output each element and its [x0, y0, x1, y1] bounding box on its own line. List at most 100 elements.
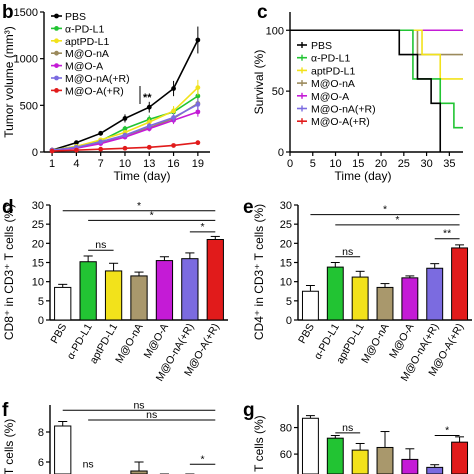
chart-e-ylabel: CD4⁺ in CD3⁺ T cells (%)	[252, 204, 266, 340]
legend-marker	[54, 13, 59, 19]
x-tick-label: 4	[73, 158, 79, 170]
legend-label: aptPD-L1	[311, 65, 356, 77]
y-tick-label: 0	[38, 315, 44, 327]
panel-d: d 051015202530PBSα-PD-L1aptPD-L1M@O-nAM@…	[2, 197, 228, 383]
bar-M@O-nA	[130, 275, 148, 321]
panel-g: g 60 80 ns * 45⁺ T cells (%)	[243, 400, 469, 474]
legend-label: M@O-A	[65, 61, 103, 73]
x-tick-label: 13	[143, 158, 155, 170]
x-tick-label: 35	[443, 158, 455, 170]
y-tick-label: 25	[32, 219, 44, 231]
bar-M@O-nA(+R)	[426, 267, 444, 321]
bar-M@O-A	[401, 458, 419, 474]
significance-label: ns	[146, 409, 157, 421]
x-tick-label: 30	[420, 158, 432, 170]
x-tick-label: 5	[310, 158, 316, 170]
panel-label-b: b	[2, 2, 14, 23]
chart-b-annotation: **	[143, 92, 152, 104]
bar-aptPD-L1	[351, 449, 369, 474]
significance-label: ns	[95, 239, 106, 251]
panel-b: b 0 500 1000 1500 1 4 7 10 13 16 19 Time (day) Tum…	[2, 2, 210, 183]
x-tick-label: 15	[352, 158, 364, 170]
data-point	[146, 104, 152, 110]
bar-M@O-nA	[376, 446, 394, 474]
legend-marker	[54, 50, 59, 56]
y-tick-label: 1500	[14, 7, 38, 19]
data-point	[195, 102, 201, 107]
y-tick-label: 6	[38, 457, 44, 469]
y-tick-label: 50	[272, 86, 284, 98]
y-tick-label: 100	[266, 25, 284, 37]
bar-M@O-A	[155, 260, 174, 321]
panel-label-f: f	[2, 400, 9, 421]
significance-label: *	[201, 221, 205, 233]
legend-label: α-PD-L1	[311, 53, 350, 65]
x-tick-label: 16	[167, 158, 179, 170]
bar-α-PD-L1	[326, 266, 344, 321]
legend-label: PBS	[65, 11, 86, 23]
panel-label-g: g	[243, 400, 255, 421]
bar-M@O-A(+R)	[451, 247, 469, 321]
bar-aptPD-L1	[351, 276, 369, 321]
y-tick-label: 0	[278, 147, 284, 159]
legend-marker	[54, 88, 59, 93]
bar-PBS	[54, 286, 72, 321]
chart-d-area: 051015202530PBSα-PD-L1aptPD-L1M@O-nAM@O-…	[32, 200, 228, 383]
y-tick-label: 60	[280, 449, 292, 461]
y-tick-label: 500	[20, 100, 38, 112]
legend-label: aptPD-L1	[65, 36, 110, 48]
significance-label: **	[443, 228, 451, 240]
panel-c: c 0 50 100 0 5 10 15 20 25 30 35 Time (day) Surviv…	[252, 2, 463, 183]
y-tick-label: 0	[286, 315, 292, 327]
data-point	[171, 86, 176, 91]
significance-label: *	[383, 204, 387, 216]
data-point	[195, 37, 201, 43]
data-point	[171, 108, 176, 114]
data-point	[146, 144, 152, 150]
y-tick-label: 30	[280, 200, 292, 212]
bar-PBS	[301, 417, 319, 474]
data-point	[171, 115, 176, 120]
significance-label: *	[445, 425, 449, 437]
data-point	[122, 132, 128, 138]
y-tick-label: 5	[38, 296, 44, 308]
y-tick-label: 1000	[14, 54, 38, 66]
legend-label: M@O-A(+R)	[65, 85, 124, 97]
y-tick-label: 15	[32, 258, 44, 270]
data-point	[49, 148, 55, 154]
legend-label: M@O-nA	[311, 78, 355, 90]
legend-marker	[54, 75, 59, 81]
x-tick-label: 19	[192, 158, 204, 170]
survival-line-PBS	[290, 29, 442, 152]
chart-b-xlabel: Time (day)	[114, 169, 171, 183]
data-point	[171, 143, 176, 148]
category-label: PBS	[48, 322, 69, 346]
legend-label: M@O-A	[311, 91, 349, 103]
x-tick-label: 1	[49, 158, 55, 170]
chart-b-area: 0 500 1000 1500 1 4 7 10 13 16 19	[14, 7, 210, 170]
x-tick-label: 7	[98, 158, 104, 170]
y-tick-label: 0	[32, 147, 38, 159]
data-point	[146, 119, 152, 125]
legend-label: M@O-nA(+R)	[65, 73, 130, 85]
legend-label: M@O-A(+R)	[311, 116, 370, 128]
bar-α-PD-L1	[79, 261, 97, 321]
data-point	[122, 126, 128, 132]
y-tick-label: 5	[286, 296, 292, 308]
legend-b: PBSα-PD-L1aptPD-L1M@O-nAM@O-AM@O-nA(+R)M…	[51, 11, 130, 97]
legend-marker	[54, 63, 59, 68]
bar-α-PD-L1	[326, 437, 344, 474]
legend-label: α-PD-L1	[65, 23, 104, 35]
x-tick-label: 25	[398, 158, 410, 170]
bar-PBS	[54, 425, 72, 474]
survival-line-α-PD-L1	[290, 29, 463, 129]
legend-marker	[54, 38, 59, 44]
y-tick-label: 10	[32, 277, 44, 289]
significance-label: *	[137, 200, 141, 212]
x-tick-label: 0	[287, 158, 293, 170]
bar-M@O-nA	[376, 286, 394, 321]
significance-label: ns	[342, 246, 353, 258]
significance-label: *	[150, 209, 154, 221]
y-tick-label: 8	[38, 427, 44, 439]
